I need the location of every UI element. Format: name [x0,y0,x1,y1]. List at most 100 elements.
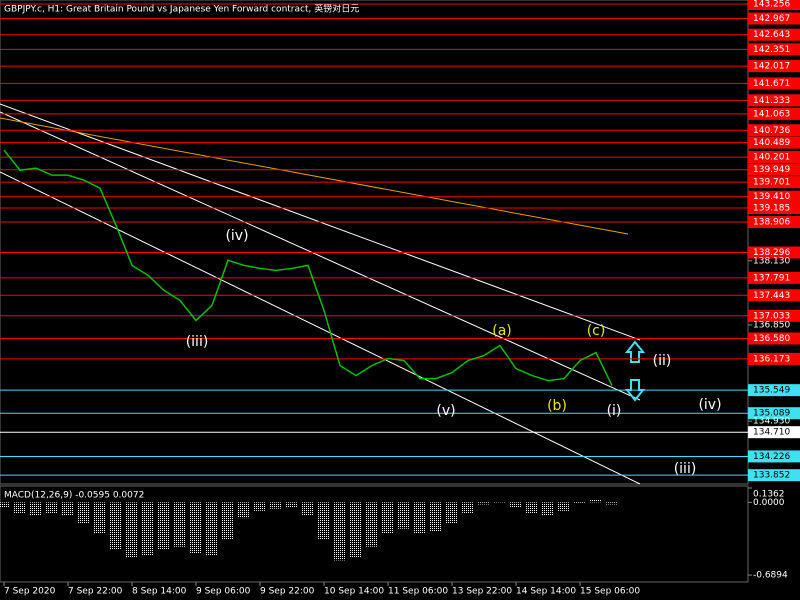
y-tick-label: 143.256 [753,0,790,10]
macd-bar [542,502,554,516]
macd-bar [446,502,458,524]
macd-bar [190,502,202,553]
wave-label: (a) [492,323,512,339]
wave-label: (b) [547,398,567,414]
y-tick-label: 134.710 [753,428,790,438]
trend-line [0,117,629,235]
level-label-box [748,94,800,107]
level-label-box [748,215,800,228]
macd-bar [126,502,138,558]
y-tick-label: 142.643 [753,30,790,40]
x-tick-label: 14 Sep 14:00 [516,587,576,597]
macd-bar [430,502,442,532]
x-tick-label: 9 Sep 22:00 [260,587,315,597]
y-tick-label: 134.930 [753,417,790,427]
macd-bar [590,499,602,503]
level-label-box [748,407,800,420]
macd-bar [238,502,250,519]
level-label-box [748,352,800,365]
macd-bar [302,502,314,516]
y-tick-label: 138.296 [753,248,790,258]
y-tick-label: 134.226 [753,452,790,462]
macd-bar [366,502,378,547]
level-label-box [748,28,800,41]
wave-label: (iii) [674,461,697,477]
macd-bar [510,502,522,508]
y-tick-label: 139.949 [753,165,790,175]
y-tick-label: -0.6894 [753,571,788,581]
macd-bar [206,502,218,556]
wave-label: (v) [436,403,455,419]
macd-bar [398,502,410,529]
macd-bar [526,502,538,513]
y-tick-label: 136.580 [753,334,790,344]
macd-bar [174,502,186,547]
macd-bar [254,502,266,511]
level-label-box [748,60,800,73]
level-label-box [748,12,800,25]
macd-bar [606,502,618,505]
y-tick-label: 138.906 [753,217,790,227]
macd-title: MACD(12,26,9) -0.0595 0.0072 [4,491,144,501]
y-tick-label: 139.185 [753,203,790,213]
macd-bar [478,502,490,505]
x-tick-label: 10 Sep 14:00 [324,587,384,597]
y-tick-label: 136.173 [753,354,790,364]
level-label-box [748,450,800,463]
level-label-box [748,426,800,439]
channel-line [0,111,641,401]
level-label-box [748,107,800,120]
y-tick-label: 142.017 [753,62,790,72]
macd-bar [78,502,90,524]
up-arrow [624,340,646,363]
y-tick-label: 140.201 [753,153,790,163]
x-tick-label: 13 Sep 22:00 [452,587,512,597]
wave-label: (iv) [698,397,721,413]
y-tick-label: 142.351 [753,45,790,55]
y-tick-label: 139.701 [753,178,790,188]
macd-bar [414,502,426,535]
macd-bar [158,502,170,550]
level-label-box [748,201,800,214]
level-label-box [748,469,800,482]
price-line [3,149,613,386]
x-tick-label: 9 Sep 06:00 [196,587,251,597]
macd-bar [110,502,122,550]
macd-bar [30,502,42,516]
level-label-box [748,136,800,149]
wave-label: (i) [607,403,622,419]
wave-label: (iv) [225,228,248,244]
level-label-box [748,0,800,11]
y-tick-label: 140.736 [753,126,790,136]
y-tick-label: 141.333 [753,96,790,106]
macd-bar [270,502,282,509]
y-tick-label: 136.850 [753,320,790,330]
macd-bar [94,502,106,535]
y-tick-label: 133.852 [753,471,790,481]
y-tick-label: 0.1362 [753,490,785,500]
macd-bar [462,502,474,513]
level-label-box [748,151,800,164]
y-tick-label: 140.489 [753,138,790,148]
level-label-box [748,43,800,56]
level-label-box [748,124,800,137]
macd-bar [0,502,10,508]
y-tick-label: 141.063 [753,109,790,119]
wave-label: (iii) [186,334,209,350]
level-label-box [748,384,800,397]
x-tick-label: 11 Sep 06:00 [388,587,448,597]
macd-bar [286,502,298,508]
y-tick-label: 135.549 [753,386,790,396]
y-tick-label: 139.410 [753,192,790,202]
y-tick-label: 137.443 [753,291,790,301]
level-label-box [748,309,800,322]
level-label-box [748,246,800,259]
x-tick-label: 8 Sep 14:00 [132,587,187,597]
macd-bar [142,502,154,556]
macd-bar [222,502,234,540]
macd-bar [318,502,330,540]
x-tick-label: 15 Sep 06:00 [580,587,640,597]
x-tick-label: 7 Sep 2020 [4,587,56,597]
x-tick-label: 7 Sep 22:00 [68,587,123,597]
